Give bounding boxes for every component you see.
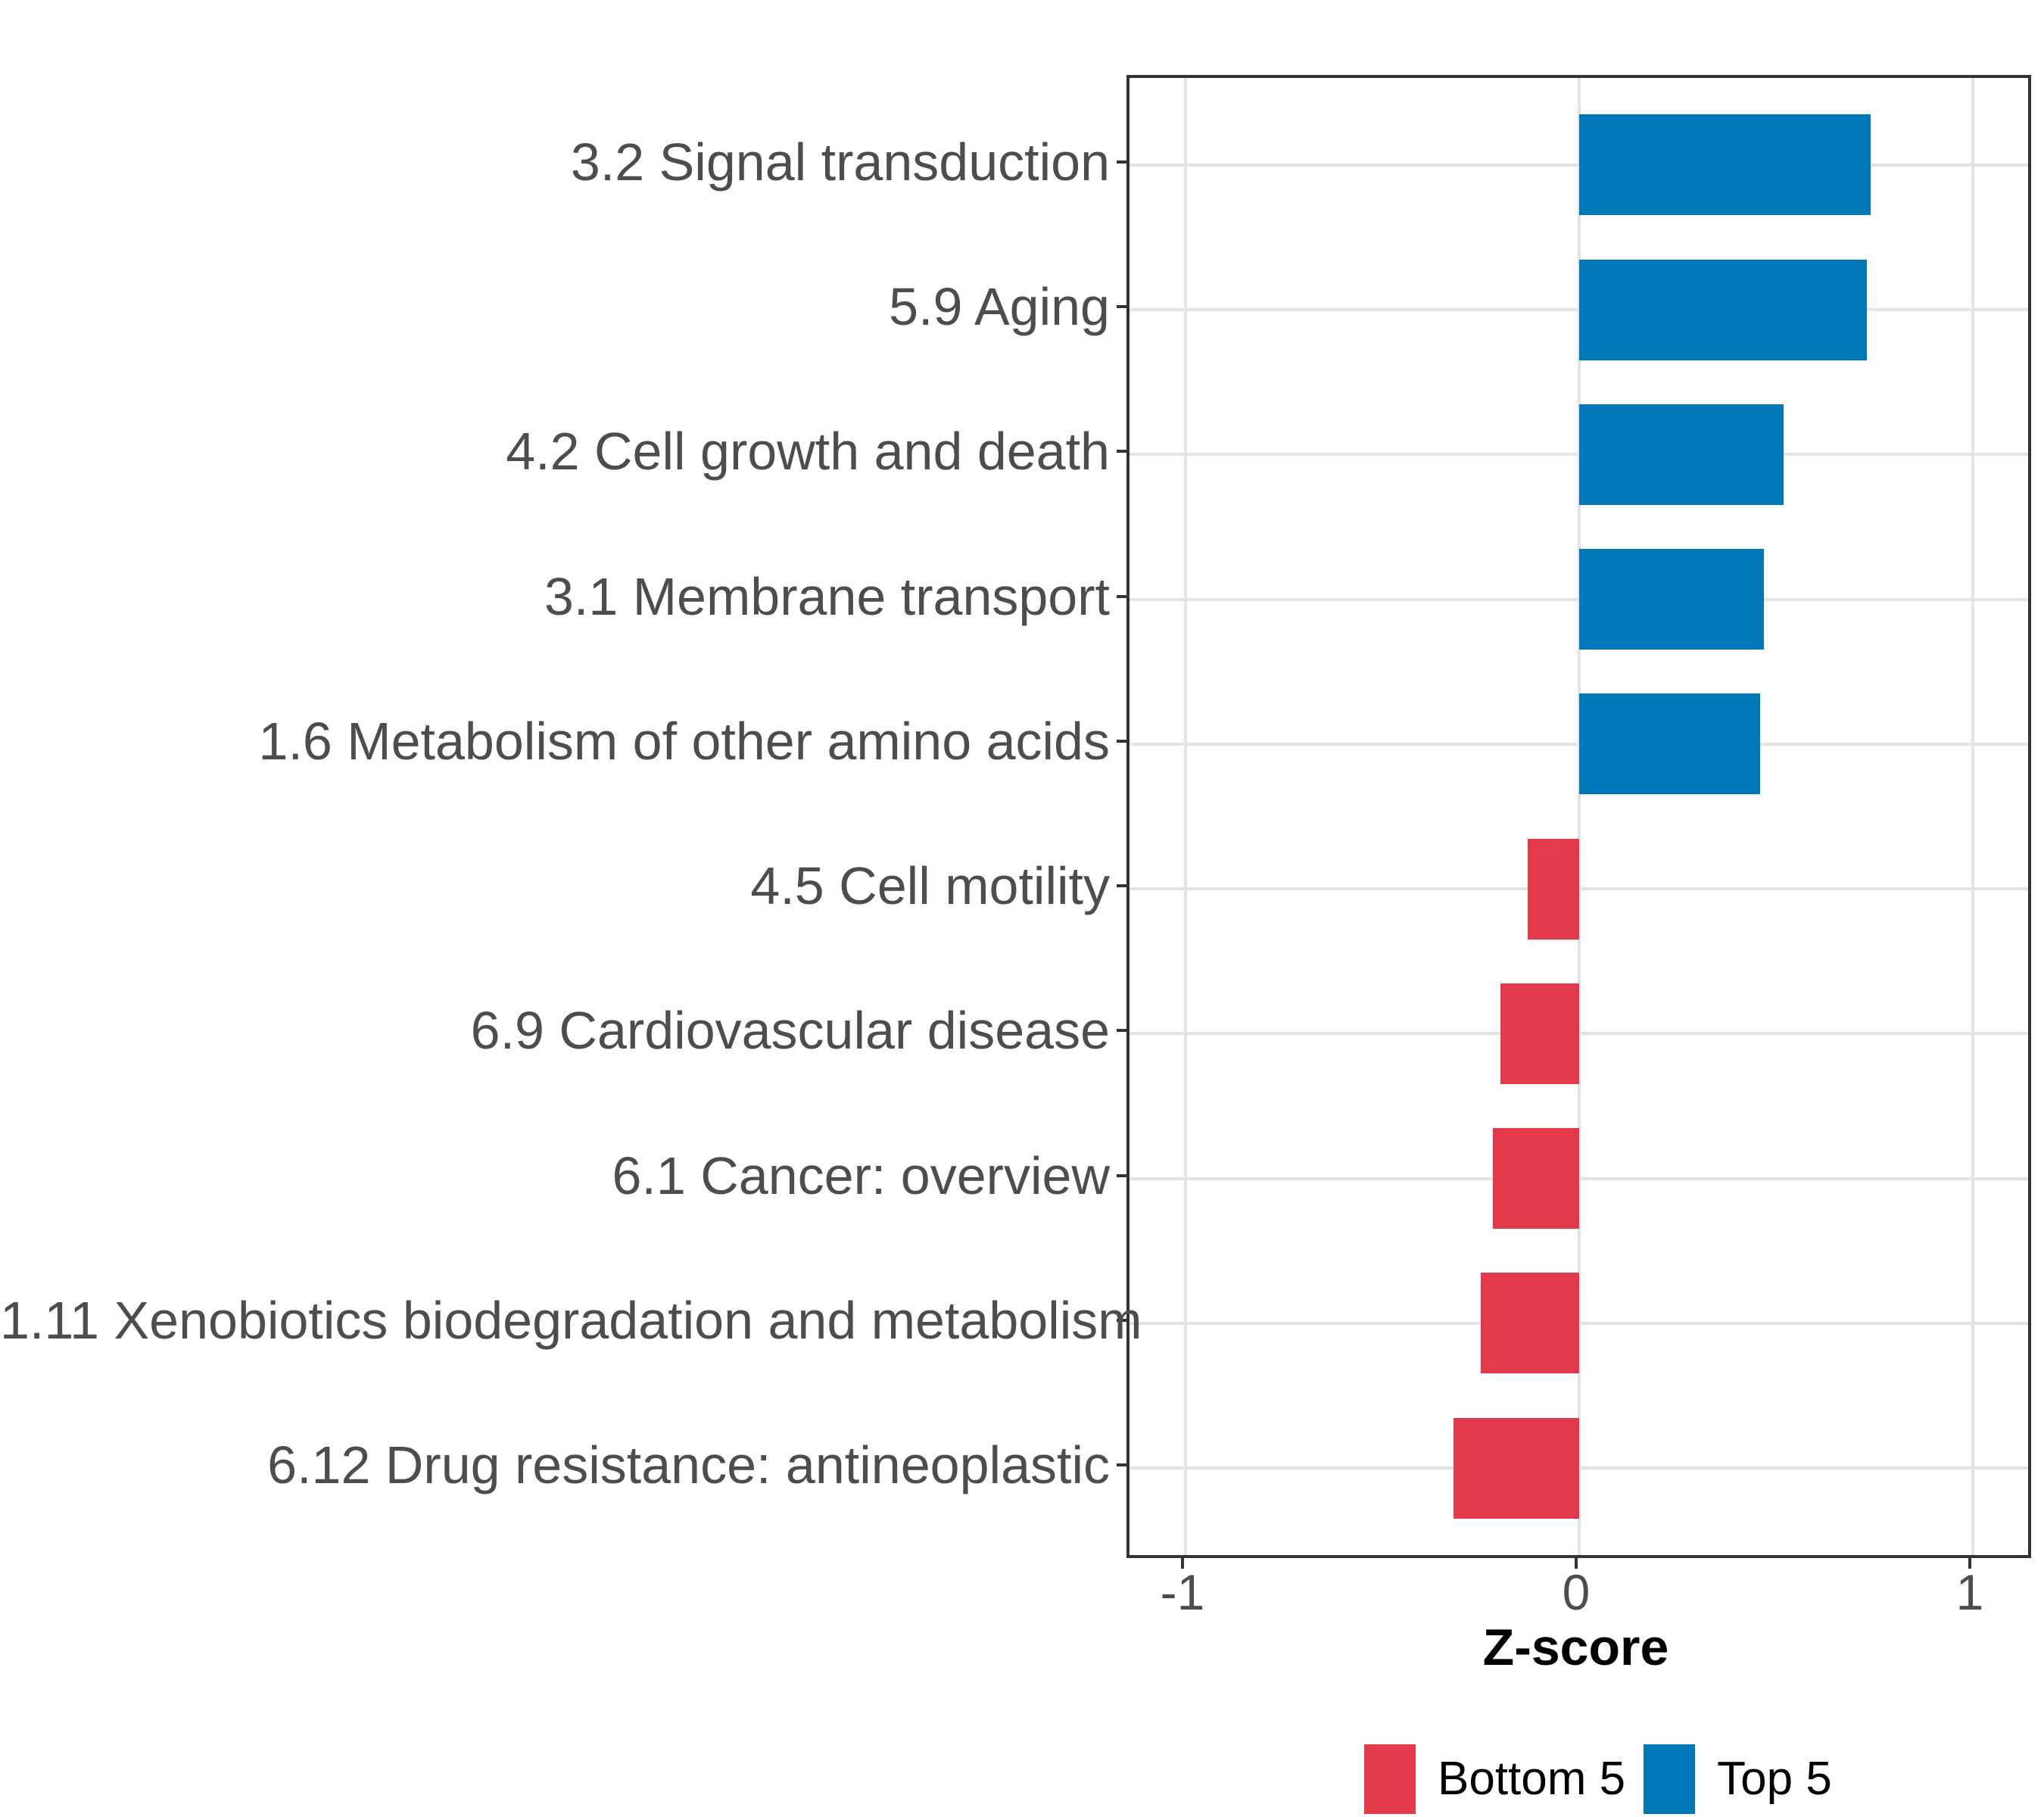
y-tick-mark	[1117, 739, 1127, 743]
category-label: 3.2 Signal transduction	[570, 132, 1110, 192]
category-label: 1.11 Xenobiotics biodegradation and meta…	[0, 1290, 1142, 1350]
legend: Bottom 5 Top 5	[1364, 1744, 1832, 1814]
y-tick-mark	[1117, 305, 1127, 309]
category-label: 4.2 Cell growth and death	[506, 422, 1110, 482]
v-gridline	[1184, 78, 1187, 1555]
x-tick-label: 1	[1955, 1564, 1984, 1620]
category-label: 5.9 Aging	[889, 277, 1110, 337]
y-tick-mark	[1117, 884, 1127, 888]
category-label: 3.1 Membrane transport	[544, 566, 1110, 626]
bar-bottom5	[1492, 1128, 1579, 1230]
x-tick-mark	[1575, 1558, 1578, 1569]
y-tick-mark	[1117, 160, 1127, 164]
bar-bottom5	[1453, 1417, 1579, 1519]
x-tick-mark	[1968, 1558, 1971, 1569]
y-tick-mark	[1117, 1029, 1127, 1033]
legend-key-top-5	[1644, 1744, 1696, 1814]
bar-bottom5	[1481, 1273, 1579, 1374]
v-gridline	[1971, 78, 1974, 1555]
legend-label: Bottom 5	[1438, 1753, 1626, 1805]
legend-key-bottom-5	[1364, 1744, 1416, 1814]
x-axis-title: Z-score	[1482, 1619, 1669, 1676]
x-tick-label: 0	[1562, 1564, 1591, 1620]
y-tick-mark	[1117, 1173, 1127, 1177]
category-label: 6.9 Cardiovascular disease	[470, 1001, 1110, 1061]
category-label: 6.12 Drug resistance: antineoplastic	[267, 1435, 1110, 1495]
v-gridline	[1578, 78, 1581, 1555]
y-tick-mark	[1117, 1463, 1127, 1467]
category-label: 1.6 Metabolism of other amino acids	[258, 711, 1110, 771]
bar-top5	[1579, 114, 1871, 216]
bar-top5	[1579, 404, 1784, 505]
bar-top5	[1579, 693, 1761, 795]
bar-bottom5	[1528, 838, 1579, 940]
legend-label: Top 5	[1717, 1753, 1832, 1805]
bar-top5	[1579, 549, 1765, 650]
bar-top5	[1579, 259, 1867, 360]
y-tick-mark	[1117, 1318, 1127, 1322]
plot-panel	[1126, 75, 2031, 1558]
x-tick-label: -1	[1160, 1564, 1205, 1620]
bar-bottom5	[1500, 983, 1579, 1084]
category-label: 6.1 Cancer: overview	[612, 1145, 1110, 1205]
x-tick-mark	[1181, 1558, 1184, 1569]
y-tick-mark	[1117, 450, 1127, 453]
category-label: 4.5 Cell motility	[750, 856, 1110, 916]
y-tick-mark	[1117, 594, 1127, 598]
